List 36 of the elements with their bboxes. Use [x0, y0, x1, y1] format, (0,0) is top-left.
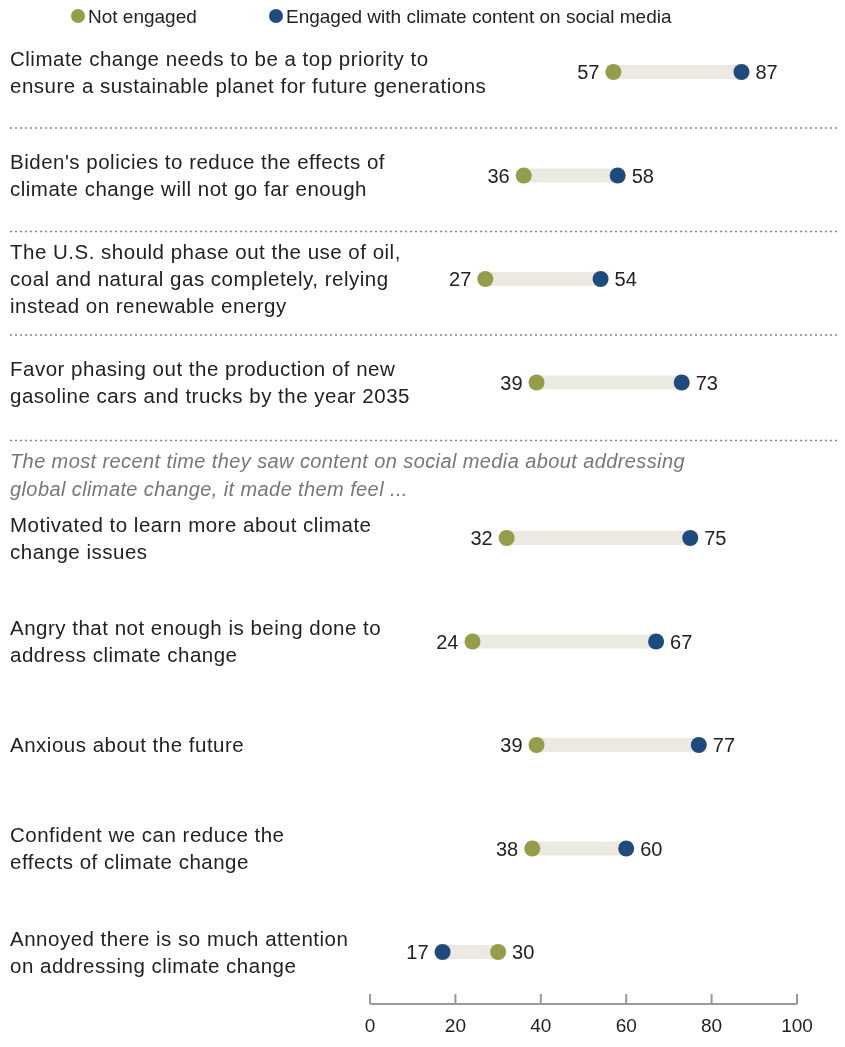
annotation: The most recent time they saw content on social media about addressing global climate change, it made them feel ... — [10, 449, 686, 500]
data-label: 77 — [712, 734, 736, 756]
data-label: 36 — [487, 164, 510, 187]
data-label: 75 — [704, 527, 727, 549]
x-tick-label: 20 — [444, 1015, 466, 1036]
data-label: 60 — [640, 837, 663, 860]
data-label: 58 — [631, 164, 654, 187]
y-tick-label: Confident we can reduce the effects of climate change — [10, 823, 285, 874]
data-label: 87 — [755, 61, 778, 83]
x-tick-label: 100 — [781, 1015, 813, 1036]
x-tick-label: 40 — [530, 1015, 552, 1036]
data-label: 38 — [496, 837, 519, 860]
data-label: 17 — [406, 941, 429, 963]
x-tick-label: 80 — [701, 1015, 723, 1036]
data-label: 39 — [500, 734, 523, 756]
data-label: 30 — [512, 941, 535, 963]
data-label: 57 — [577, 61, 600, 83]
data-label: 32 — [470, 527, 493, 549]
data-label: 39 — [500, 371, 523, 394]
y-tick-label: Annoyed there is so much attention on addressing climate change — [10, 926, 349, 977]
data-label: 67 — [670, 630, 693, 653]
data-label: 27 — [449, 268, 472, 290]
data-label: 54 — [614, 268, 637, 290]
legend-label: Not engaged — [88, 5, 197, 27]
data-label: 24 — [436, 630, 459, 653]
data-label: 73 — [695, 371, 718, 394]
y-tick-label: Biden's policies to reduce the effects of climate change will not go far enough — [10, 150, 386, 201]
x-tick-label: 60 — [615, 1015, 637, 1036]
x-tick-label: 0 — [364, 1015, 376, 1036]
y-tick-label: Anxious about the future — [10, 733, 245, 757]
y-tick-label: Angry that not enough is being done to address climate change — [10, 616, 382, 667]
y-tick-label: Motivated to learn more about climate change issues — [10, 512, 372, 563]
y-tick-label: Climate change needs to be a top priority to ensure a sustainable planet for future generations — [10, 46, 487, 97]
legend-label: Engaged with climate content on social media — [286, 5, 672, 27]
y-tick-label: Favor phasing out the production of new gasoline cars and trucks by the year 2035 — [10, 357, 410, 408]
y-tick-label: The U.S. should phase out the use of oil, coal and natural gas completely, relying instead on renewable energy — [10, 240, 401, 318]
